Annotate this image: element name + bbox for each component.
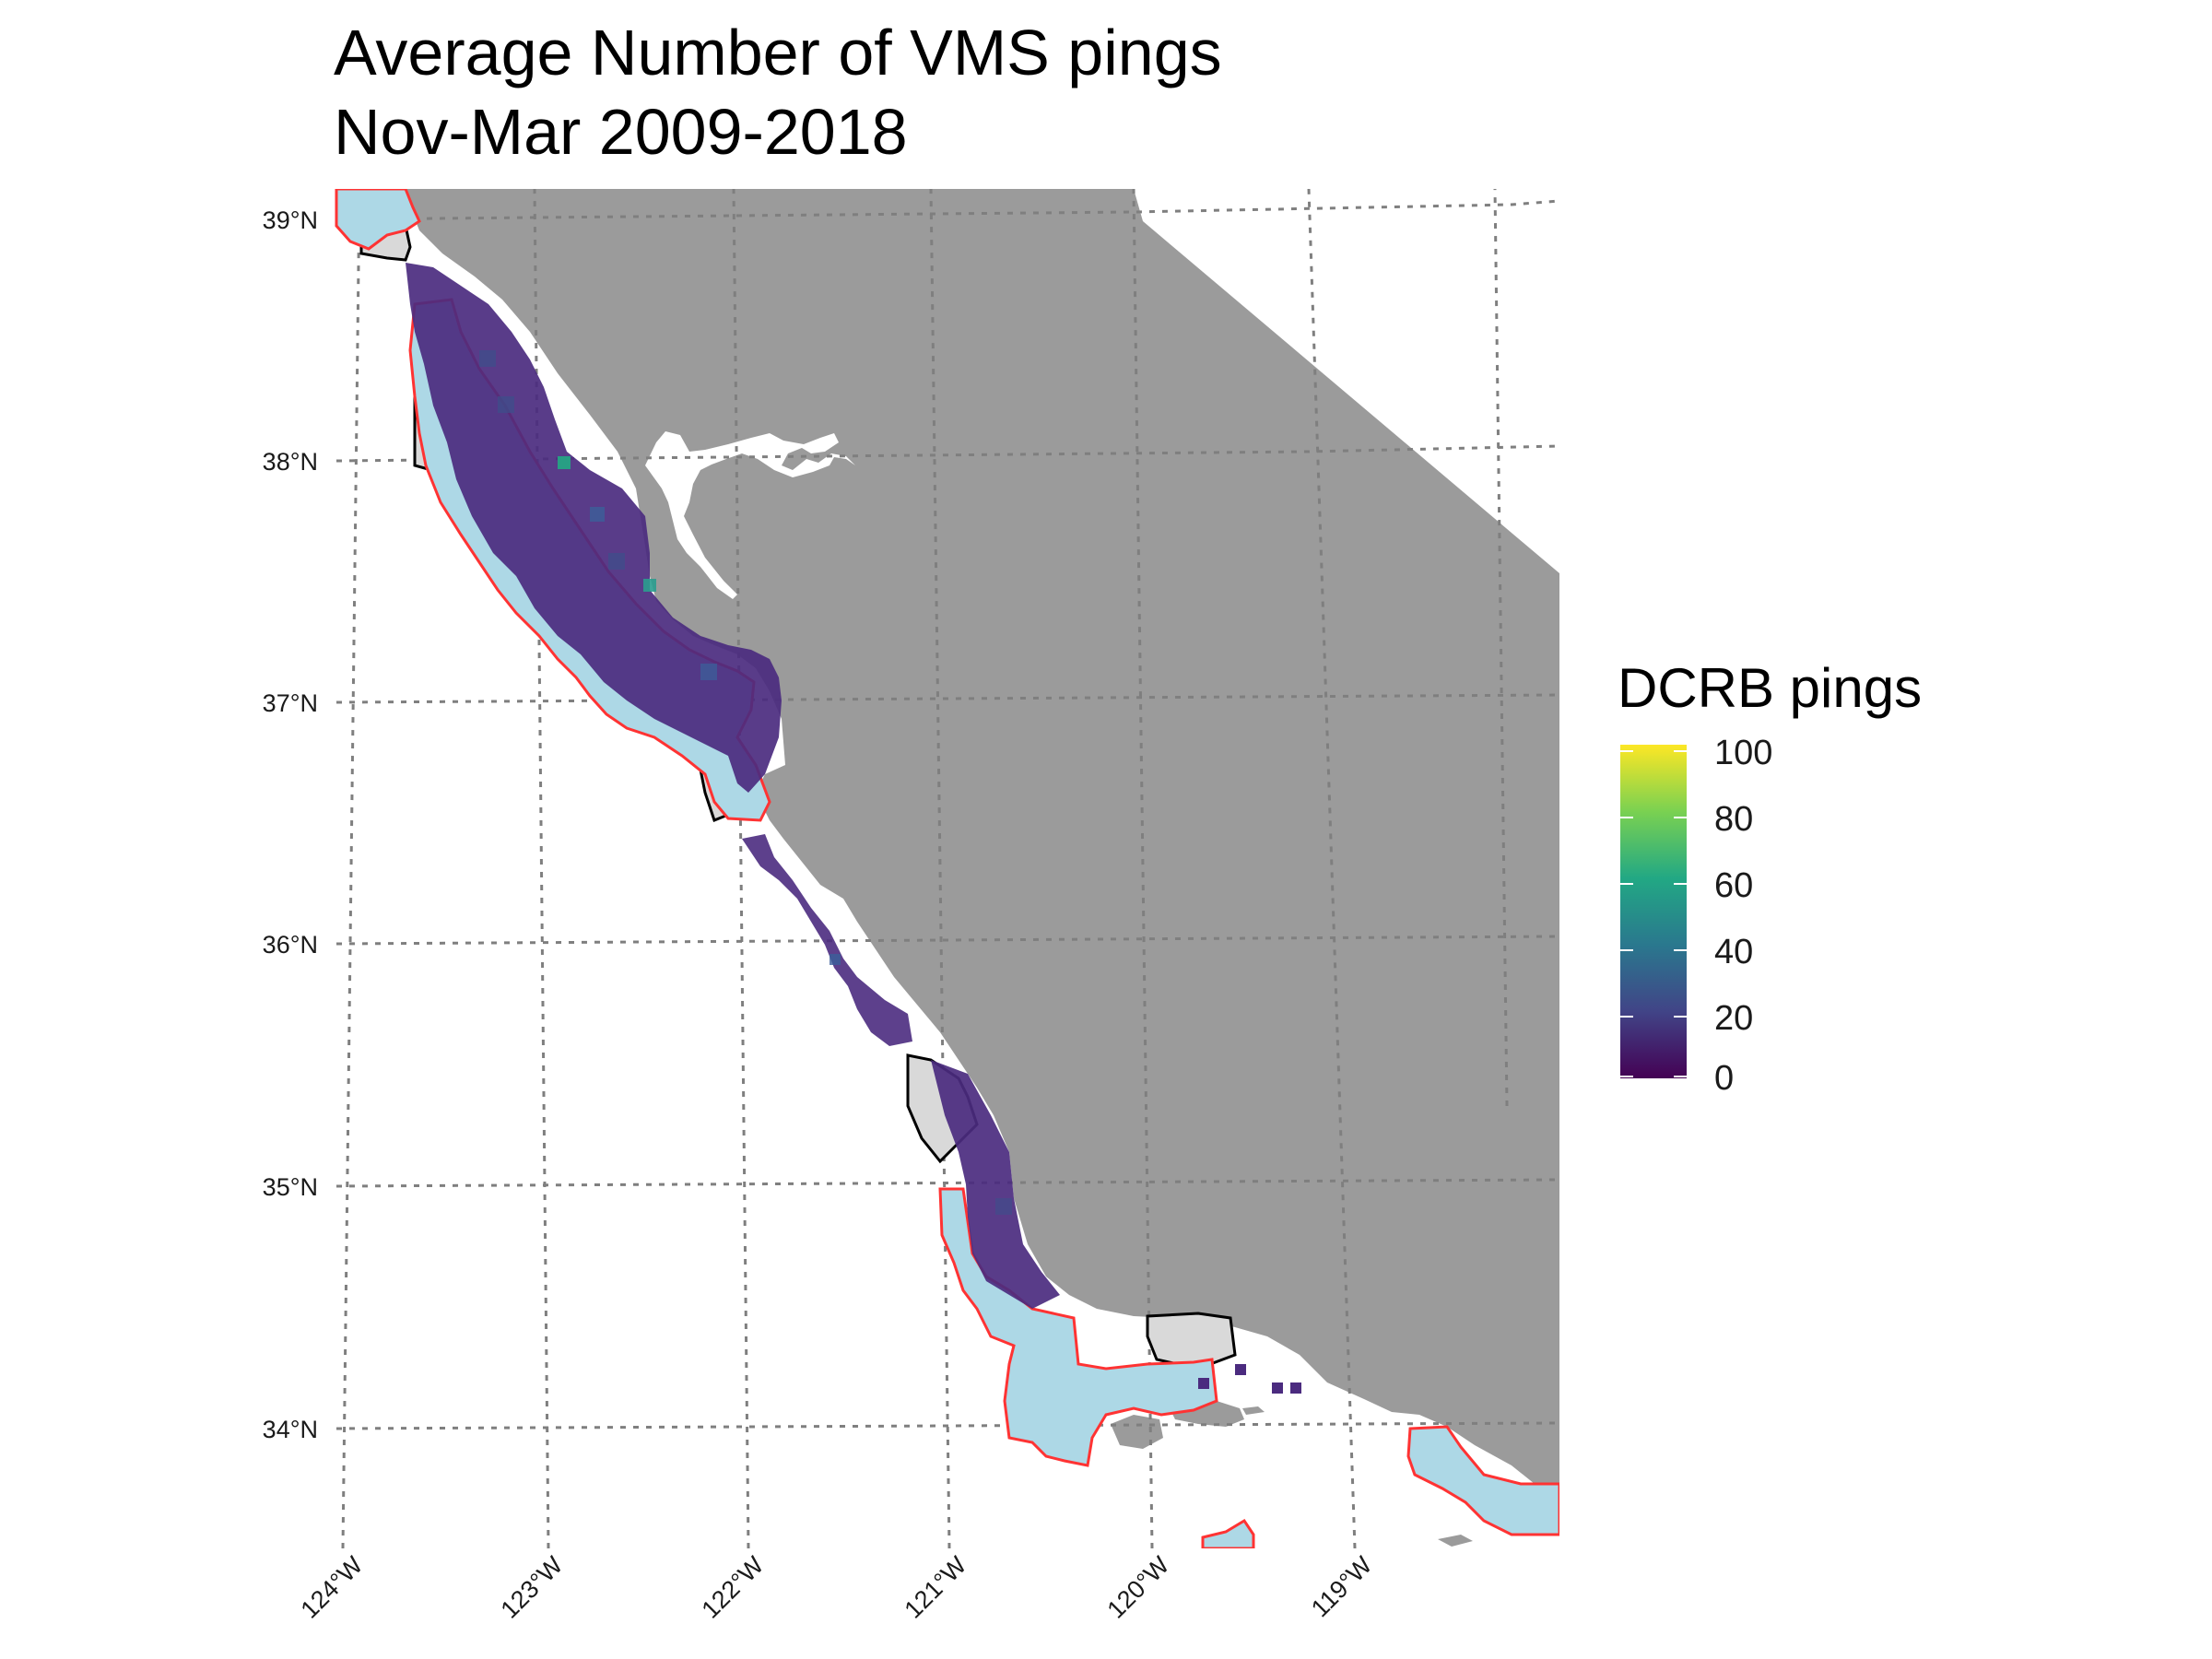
- map-title-line1: Average Number of VMS pings: [334, 17, 1222, 88]
- lon-label-124: 124°W: [296, 1551, 369, 1624]
- california-land: [406, 189, 1559, 1502]
- legend-title: DCRB pings: [1618, 657, 1923, 719]
- legend-tick-40: 40: [1714, 933, 1753, 971]
- pings-north: [406, 263, 782, 793]
- legend-tick-20: 20: [1714, 999, 1753, 1038]
- lat-label-36: 36°N: [263, 931, 318, 959]
- lat-label-38: 38°N: [263, 448, 318, 476]
- legend-tick-80: 80: [1714, 800, 1753, 839]
- ping-density-layer: [406, 263, 1301, 1394]
- lat-label-39: 39°N: [263, 206, 318, 234]
- legend-colorbar: 100 80 60 40 20 0: [1620, 734, 1772, 1098]
- legend-tick-60: 60: [1714, 866, 1753, 905]
- lat-label-35: 35°N: [263, 1173, 318, 1201]
- pings-big-sur: [931, 1060, 1060, 1309]
- san-nicolas-island: [1438, 1535, 1473, 1547]
- graticule: [335, 189, 1559, 1548]
- longitude-labels: 124°W 123°W 122°W 121°W 120°W 119°W: [296, 1551, 1378, 1624]
- legend-tick-0: 0: [1714, 1059, 1734, 1098]
- lat-label-37: 37°N: [263, 689, 318, 717]
- lon-label-123: 123°W: [496, 1551, 569, 1624]
- anacapa-island: [1242, 1406, 1265, 1415]
- sf-bay: [645, 431, 855, 599]
- latitude-labels: 39°N 38°N 37°N 36°N 35°N 34°N: [263, 206, 318, 1443]
- santa-rosa-island: [1111, 1415, 1163, 1449]
- lon-label-122: 122°W: [697, 1551, 770, 1624]
- lon-label-119: 119°W: [1306, 1551, 1378, 1623]
- lat-label-34: 34°N: [263, 1416, 318, 1443]
- lon-label-121: 121°W: [900, 1551, 972, 1624]
- pings-central: [742, 834, 912, 1046]
- lon-label-120: 120°W: [1102, 1551, 1175, 1624]
- legend-tick-100: 100: [1714, 734, 1772, 772]
- map-title-line2: Nov-Mar 2009-2018: [334, 96, 908, 168]
